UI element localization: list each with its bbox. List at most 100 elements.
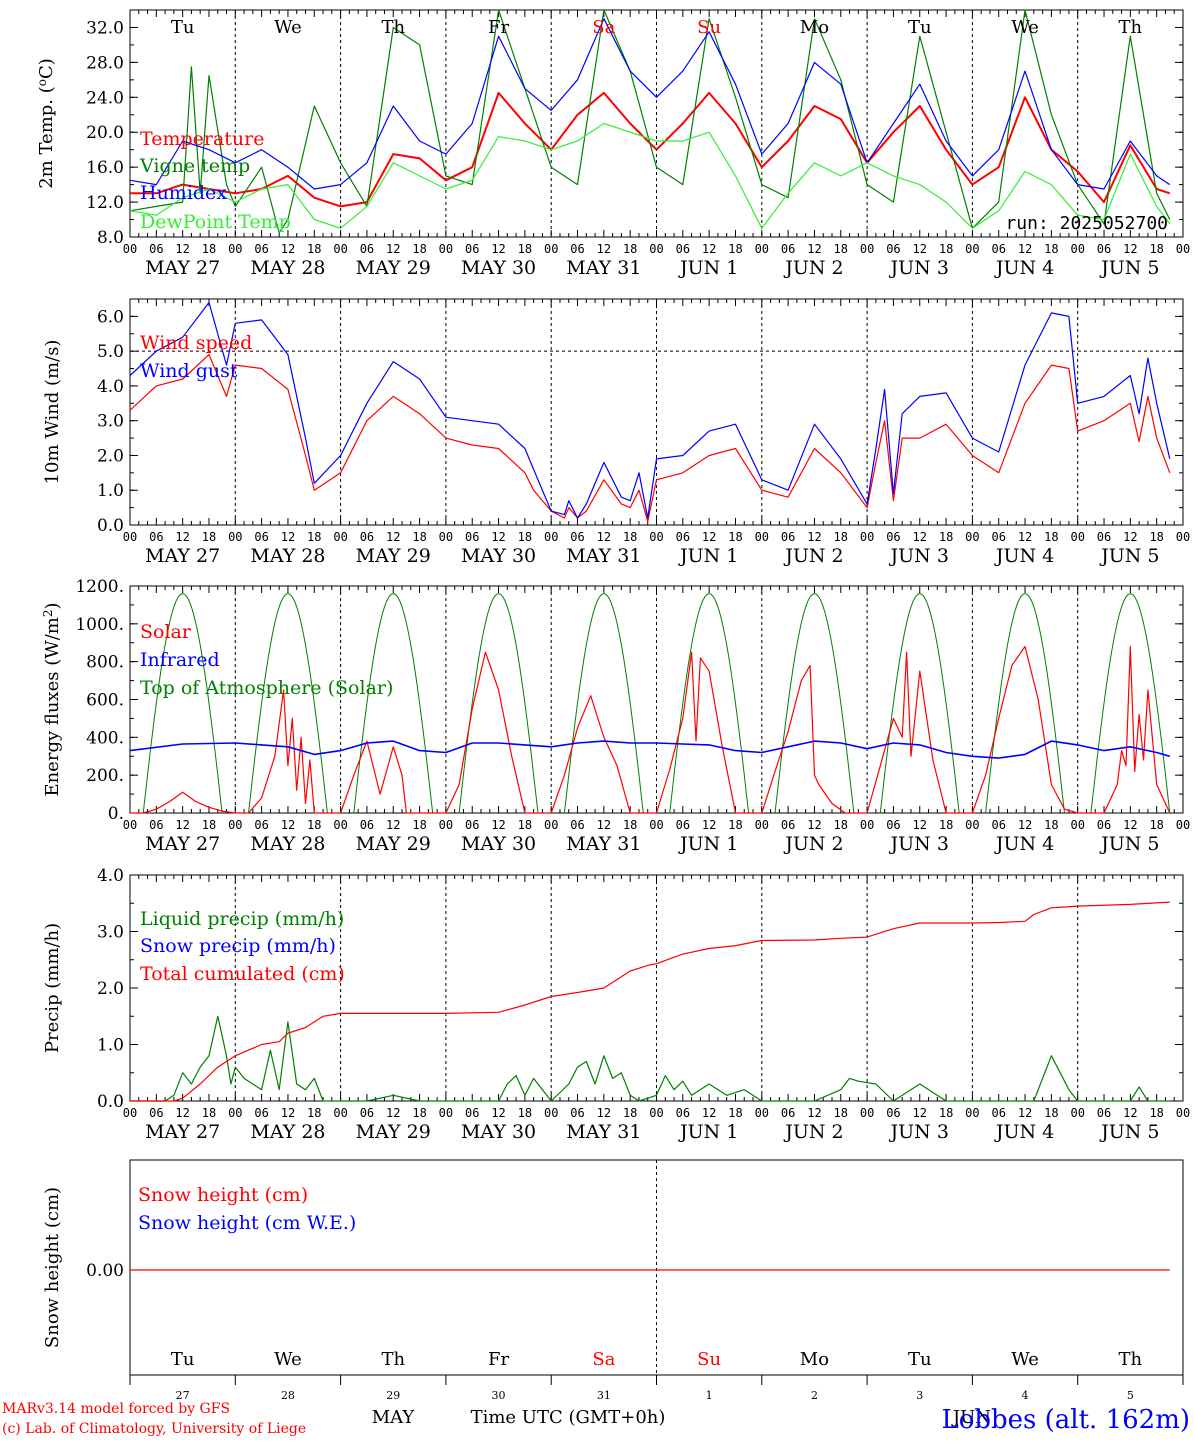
hour-tick-label: 00 bbox=[649, 242, 663, 256]
hour-tick-label: 18 bbox=[939, 1106, 953, 1120]
bottom-month-label: JUN bbox=[951, 1407, 991, 1428]
date-label: MAY 29 bbox=[356, 257, 431, 279]
run-label: run: 2025052700 bbox=[1005, 213, 1168, 234]
hour-tick-label: 06 bbox=[886, 818, 900, 832]
date-label: JUN 1 bbox=[678, 257, 738, 279]
bottom-day-number: 4 bbox=[1022, 1389, 1029, 1402]
legend-entry: Wind speed bbox=[140, 332, 252, 354]
hour-tick-label: 18 bbox=[307, 242, 321, 256]
hour-tick-label: 18 bbox=[728, 1106, 742, 1120]
series-line-wind-speed bbox=[129, 354, 1171, 523]
date-label: MAY 27 bbox=[145, 545, 220, 567]
day-name-label: Th bbox=[1119, 17, 1143, 38]
hour-tick-label: 18 bbox=[623, 818, 637, 832]
series-line-dewpoint-temp bbox=[129, 122, 1171, 229]
hour-tick-label: 18 bbox=[1044, 818, 1058, 832]
date-label: MAY 29 bbox=[356, 1121, 431, 1143]
hour-tick-label: 00 bbox=[649, 530, 663, 544]
bottom-day-number: 1 bbox=[706, 1389, 713, 1402]
y-tick-label: 2.0 bbox=[97, 446, 124, 466]
hour-tick-label: 06 bbox=[1097, 1106, 1111, 1120]
hour-tick-label: 00 bbox=[755, 818, 769, 832]
hour-tick-label: 06 bbox=[149, 1106, 163, 1120]
day-name-label: Th bbox=[381, 17, 405, 38]
hour-tick-label: 06 bbox=[149, 818, 163, 832]
hour-tick-label: 06 bbox=[781, 530, 795, 544]
date-label: JUN 4 bbox=[994, 1121, 1054, 1143]
date-label: JUN 3 bbox=[889, 257, 949, 279]
legend-entry: Liquid precip (mm/h) bbox=[140, 908, 344, 930]
hour-tick-label: 00 bbox=[228, 818, 242, 832]
hour-tick-label: 00 bbox=[1176, 530, 1190, 544]
hour-tick-label: 06 bbox=[991, 530, 1005, 544]
hour-tick-label: 00 bbox=[123, 818, 137, 832]
y-tick-label: 0. bbox=[108, 804, 124, 824]
y-axis-label: Precip (mm/h) bbox=[42, 923, 63, 1053]
date-label: JUN 2 bbox=[783, 1121, 843, 1143]
legend-entry: Top of Atmosphere (Solar) bbox=[140, 677, 393, 699]
date-label: MAY 30 bbox=[461, 833, 536, 855]
y-tick-label: 800. bbox=[86, 653, 124, 673]
hour-tick-label: 00 bbox=[333, 1106, 347, 1120]
y-tick-label: 24.0 bbox=[86, 88, 124, 108]
hour-tick-label: 18 bbox=[307, 530, 321, 544]
hour-tick-label: 12 bbox=[281, 1106, 295, 1120]
hour-tick-label: 18 bbox=[202, 818, 216, 832]
date-label: JUN 2 bbox=[783, 545, 843, 567]
legend-entry: Wind gust bbox=[140, 360, 238, 382]
legend-entry: Temperature bbox=[140, 128, 264, 150]
hour-tick-label: 06 bbox=[360, 1106, 374, 1120]
hour-tick-label: 06 bbox=[570, 818, 584, 832]
hour-tick-label: 00 bbox=[1070, 1106, 1084, 1120]
y-tick-label: 400. bbox=[86, 728, 124, 748]
hour-tick-label: 06 bbox=[676, 530, 690, 544]
hour-tick-label: 00 bbox=[439, 818, 453, 832]
panel-5: 0.00 Snow height (cm) Snow height (cm) Snow… bbox=[42, 1159, 1184, 1376]
hour-tick-label: 18 bbox=[1149, 818, 1163, 832]
hour-tick-label: 18 bbox=[202, 1106, 216, 1120]
hour-tick-label: 06 bbox=[676, 242, 690, 256]
date-label: MAY 31 bbox=[566, 545, 641, 567]
hour-tick-label: 00 bbox=[123, 1106, 137, 1120]
hour-tick-label: 06 bbox=[676, 818, 690, 832]
hour-tick-label: 06 bbox=[991, 1106, 1005, 1120]
hour-tick-label: 12 bbox=[1123, 1106, 1137, 1120]
series-line-vigne-temp bbox=[129, 9, 1171, 234]
date-label: JUN 1 bbox=[678, 1121, 738, 1143]
date-label: MAY 30 bbox=[461, 545, 536, 567]
hour-tick-label: 12 bbox=[175, 242, 189, 256]
hour-tick-label: 12 bbox=[281, 818, 295, 832]
date-label: JUN 5 bbox=[1099, 1121, 1159, 1143]
y-tick-label: 32.0 bbox=[86, 18, 124, 38]
day-name-label: Tu bbox=[908, 1349, 932, 1370]
hour-tick-label: 12 bbox=[597, 242, 611, 256]
hour-tick-label: 00 bbox=[439, 1106, 453, 1120]
hour-tick-label: 18 bbox=[518, 818, 532, 832]
date-label: MAY 27 bbox=[145, 257, 220, 279]
date-label: JUN 5 bbox=[1099, 833, 1159, 855]
hour-tick-label: 00 bbox=[123, 242, 137, 256]
day-name-label: We bbox=[1011, 17, 1039, 38]
date-label: JUN 4 bbox=[994, 257, 1054, 279]
hour-tick-label: 06 bbox=[149, 242, 163, 256]
hour-tick-label: 00 bbox=[860, 818, 874, 832]
hour-tick-label: 18 bbox=[202, 530, 216, 544]
day-name-label: Th bbox=[381, 1349, 405, 1370]
date-label: MAY 29 bbox=[356, 545, 431, 567]
hour-tick-label: 00 bbox=[544, 818, 558, 832]
date-label: MAY 28 bbox=[250, 833, 325, 855]
hour-tick-label: 12 bbox=[597, 1106, 611, 1120]
hour-tick-label: 12 bbox=[386, 1106, 400, 1120]
hour-tick-label: 12 bbox=[597, 530, 611, 544]
series-line-temperature bbox=[130, 91, 1171, 208]
hour-tick-label: 00 bbox=[123, 530, 137, 544]
date-label: JUN 1 bbox=[678, 833, 738, 855]
bottom-day-number: 28 bbox=[281, 1389, 295, 1402]
hour-tick-label: 06 bbox=[1097, 818, 1111, 832]
hour-tick-label: 12 bbox=[807, 818, 821, 832]
hour-tick-label: 12 bbox=[1018, 530, 1032, 544]
day-name-label: Tu bbox=[171, 1349, 195, 1370]
hour-tick-label: 00 bbox=[1176, 818, 1190, 832]
hour-tick-label: 00 bbox=[333, 530, 347, 544]
hour-tick-label: 00 bbox=[755, 1106, 769, 1120]
